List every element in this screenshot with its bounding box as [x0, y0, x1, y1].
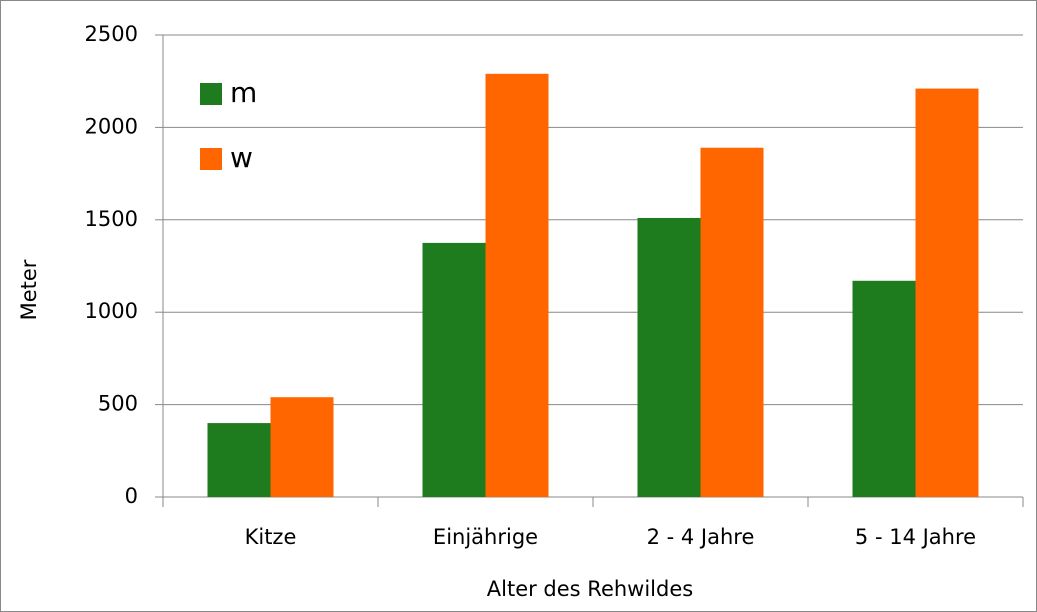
y-tick-label: 0	[125, 484, 138, 508]
bar	[485, 73, 549, 498]
bar	[422, 242, 486, 497]
y-tick-label: 2500	[85, 22, 138, 46]
y-axis-label: Meter	[17, 259, 41, 320]
x-tick-label: 2 - 4 Jahre	[647, 525, 755, 549]
x-axis-label: Alter des Rehwildes	[487, 577, 693, 601]
x-tick-label: 5 - 14 Jahre	[855, 525, 976, 549]
y-tick-label: 1000	[85, 299, 138, 323]
bar	[700, 147, 764, 497]
bar	[915, 88, 979, 497]
x-tick-label: Einjährige	[433, 525, 538, 549]
y-tick-label: 1500	[85, 207, 138, 231]
bar	[637, 217, 701, 497]
legend-swatch	[200, 83, 222, 105]
y-tick-label: 500	[98, 392, 138, 416]
bar	[852, 280, 916, 497]
bar	[270, 397, 334, 497]
x-tick-label: Kitze	[245, 525, 297, 549]
legend-label: m	[230, 76, 257, 109]
legend-swatch	[200, 148, 222, 170]
legend-label: w	[230, 141, 253, 174]
y-tick-label: 2000	[85, 114, 138, 138]
bar	[207, 423, 271, 497]
